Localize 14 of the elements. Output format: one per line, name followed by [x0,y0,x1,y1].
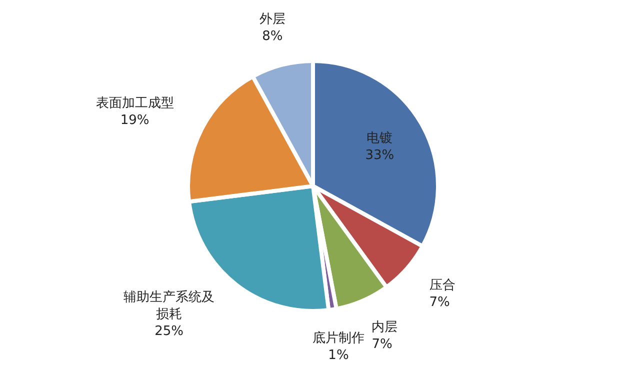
data-label: 19% [119,112,150,129]
data-label: 7% [372,336,394,353]
slice-label: 辅助生产系统及损耗 [122,289,216,324]
slice-label: 表面加工成型 [96,94,174,112]
data-label: 33% [365,146,394,164]
slice-label: 压合 [429,276,456,294]
slice-label: 底片制作 [312,330,364,347]
data-label: 25% [154,323,185,340]
slice-label: 内层 [372,318,398,336]
slice-label: 外层 [259,11,286,28]
data-label: 7% [429,294,451,311]
data-label: 1% [327,346,350,364]
slice-label: 电镀 [366,130,394,147]
data-label: 8% [261,28,284,46]
